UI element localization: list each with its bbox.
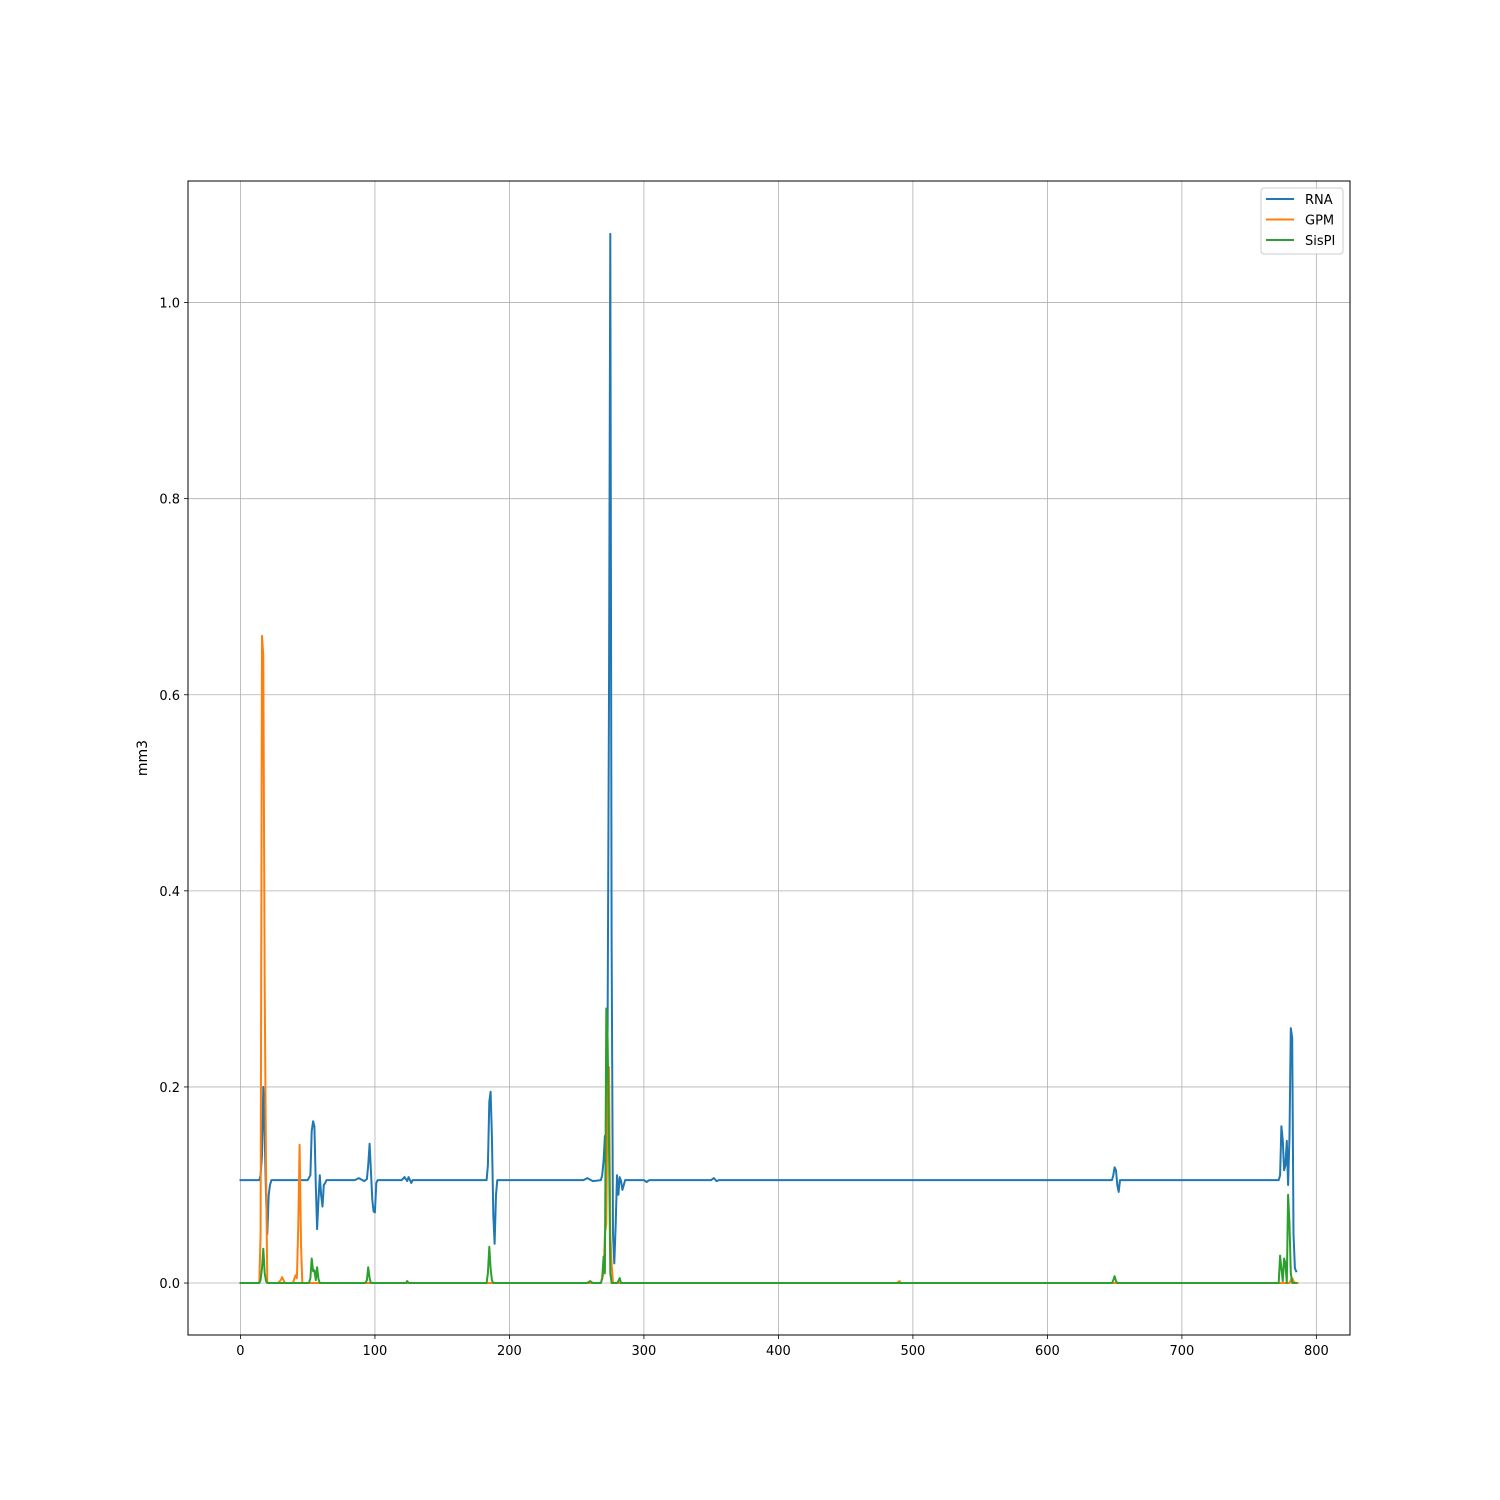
legend-label-rna: RNA [1305, 193, 1333, 208]
x-tick-label: 300 [632, 1344, 657, 1359]
series-line-rna [239, 232, 1298, 1273]
legend-box [1260, 187, 1344, 255]
series-lines [239, 232, 1299, 1284]
x-tick-label: 200 [497, 1344, 522, 1359]
y-tick-label: 0.6 [159, 689, 180, 704]
y-tick-label: 0.2 [159, 1081, 180, 1096]
y-tick-label: 0.8 [159, 493, 180, 508]
plot-frame [187, 180, 1351, 1336]
y-axis-label: mm3 [135, 740, 151, 776]
y-tick-label: 1.0 [159, 297, 180, 312]
x-tick-label: 500 [900, 1344, 925, 1359]
x-tick-label: 100 [363, 1344, 388, 1359]
x-tick-label: 700 [1169, 1344, 1194, 1359]
legend-label-sispi: SisPI [1305, 234, 1335, 249]
x-tick-label: 0 [236, 1344, 244, 1359]
x-tick-label: 800 [1304, 1344, 1329, 1359]
legend: RNA GPM SisPI [1260, 187, 1344, 255]
y-tick-label: 0.0 [159, 1277, 180, 1292]
x-tick-label: 400 [766, 1344, 791, 1359]
y-tick-label: 0.4 [159, 885, 180, 900]
x-tick-label: 600 [1035, 1344, 1060, 1359]
axis-ticks: 0 100 200 300 400 500 600 700 800 0.0 0.2 0.4 0.6 0.8… [159, 297, 1328, 1359]
series-line-sispi [239, 1007, 1298, 1284]
legend-label-gpm: GPM [1305, 214, 1334, 229]
